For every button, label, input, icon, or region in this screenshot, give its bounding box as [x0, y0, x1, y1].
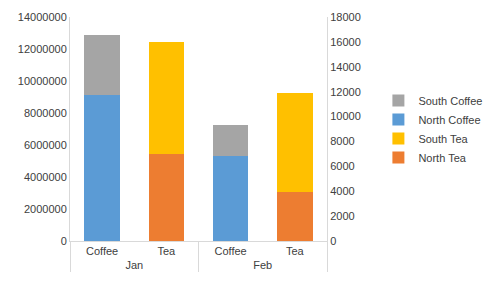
- svg-text:North Tea: North Tea: [418, 152, 466, 164]
- svg-text:Feb: Feb: [253, 259, 272, 271]
- svg-text:18000: 18000: [330, 11, 361, 23]
- svg-text:6000: 6000: [330, 160, 354, 172]
- svg-text:Coffee: Coffee: [86, 245, 118, 257]
- svg-text:2000: 2000: [330, 210, 354, 222]
- svg-text:Tea: Tea: [158, 245, 177, 257]
- svg-text:North Coffee: North Coffee: [418, 114, 480, 126]
- svg-text:8000000: 8000000: [24, 107, 67, 119]
- svg-text:Jan: Jan: [125, 259, 143, 271]
- svg-text:12000: 12000: [330, 86, 361, 98]
- svg-text:4000000: 4000000: [24, 171, 67, 183]
- svg-text:4000: 4000: [330, 185, 354, 197]
- svg-text:Coffee: Coffee: [215, 245, 247, 257]
- svg-text:South Coffee: South Coffee: [418, 95, 482, 107]
- svg-text:8000: 8000: [330, 135, 354, 147]
- svg-text:2000000: 2000000: [24, 203, 67, 215]
- svg-text:0: 0: [61, 235, 67, 247]
- svg-text:Tea: Tea: [286, 245, 305, 257]
- svg-text:0: 0: [330, 235, 336, 247]
- svg-text:South Tea: South Tea: [418, 133, 468, 145]
- svg-text:14000: 14000: [330, 61, 361, 73]
- svg-text:14000000: 14000000: [18, 11, 67, 23]
- svg-text:6000000: 6000000: [24, 139, 67, 151]
- svg-text:12000000: 12000000: [18, 43, 67, 55]
- svg-text:10000000: 10000000: [18, 75, 67, 87]
- svg-text:16000: 16000: [330, 36, 361, 48]
- svg-text:10000: 10000: [330, 110, 361, 122]
